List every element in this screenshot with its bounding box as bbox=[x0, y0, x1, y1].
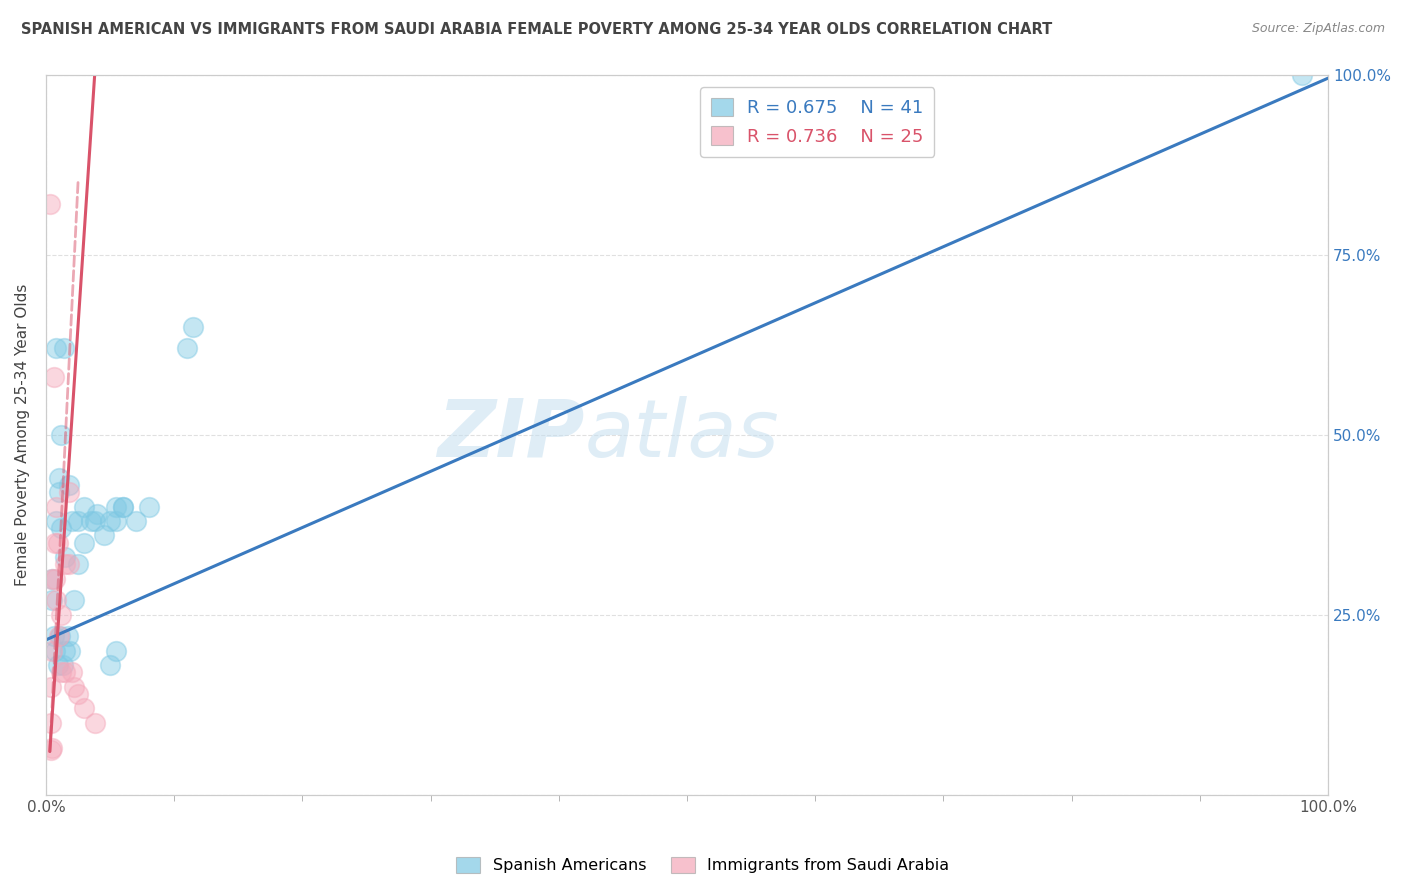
Text: atlas: atlas bbox=[585, 396, 779, 474]
Spanish Americans bbox=[138, 500, 160, 514]
Immigrants from Saudi Arabia bbox=[41, 740, 63, 755]
Spanish Americans bbox=[63, 593, 86, 607]
Immigrants from Saudi Arabia bbox=[45, 500, 67, 514]
Spanish Americans bbox=[105, 643, 128, 657]
Spanish Americans bbox=[98, 658, 121, 673]
Text: ZIP: ZIP bbox=[437, 396, 585, 474]
Spanish Americans bbox=[53, 549, 76, 564]
Immigrants from Saudi Arabia bbox=[51, 607, 73, 622]
Spanish Americans bbox=[93, 528, 115, 542]
Immigrants from Saudi Arabia bbox=[38, 197, 60, 211]
Immigrants from Saudi Arabia bbox=[41, 643, 63, 657]
Spanish Americans bbox=[73, 535, 96, 549]
Immigrants from Saudi Arabia bbox=[39, 680, 62, 694]
Spanish Americans bbox=[66, 558, 89, 572]
Spanish Americans bbox=[48, 471, 70, 485]
Immigrants from Saudi Arabia bbox=[53, 665, 76, 680]
Immigrants from Saudi Arabia bbox=[73, 701, 96, 715]
Legend: Spanish Americans, Immigrants from Saudi Arabia: Spanish Americans, Immigrants from Saudi… bbox=[450, 850, 956, 880]
Immigrants from Saudi Arabia bbox=[45, 593, 67, 607]
Spanish Americans bbox=[46, 658, 69, 673]
Spanish Americans bbox=[51, 427, 73, 442]
Spanish Americans bbox=[41, 572, 63, 586]
Spanish Americans bbox=[60, 514, 83, 528]
Immigrants from Saudi Arabia bbox=[51, 665, 73, 680]
Spanish Americans bbox=[66, 514, 89, 528]
Spanish Americans bbox=[45, 341, 67, 355]
Spanish Americans bbox=[42, 629, 65, 643]
Spanish Americans bbox=[176, 341, 198, 355]
Immigrants from Saudi Arabia bbox=[46, 535, 69, 549]
Spanish Americans bbox=[1291, 68, 1313, 82]
Immigrants from Saudi Arabia bbox=[58, 558, 80, 572]
Spanish Americans bbox=[111, 500, 134, 514]
Spanish Americans bbox=[111, 500, 134, 514]
Spanish Americans bbox=[49, 629, 72, 643]
Spanish Americans bbox=[51, 521, 73, 535]
Y-axis label: Female Poverty Among 25-34 Year Olds: Female Poverty Among 25-34 Year Olds bbox=[15, 284, 30, 586]
Immigrants from Saudi Arabia bbox=[66, 687, 89, 701]
Immigrants from Saudi Arabia bbox=[44, 535, 66, 549]
Immigrants from Saudi Arabia bbox=[53, 558, 76, 572]
Spanish Americans bbox=[183, 319, 205, 334]
Spanish Americans bbox=[105, 514, 128, 528]
Immigrants from Saudi Arabia bbox=[42, 370, 65, 384]
Spanish Americans bbox=[83, 514, 105, 528]
Immigrants from Saudi Arabia bbox=[48, 629, 70, 643]
Spanish Americans bbox=[48, 485, 70, 500]
Spanish Americans bbox=[125, 514, 148, 528]
Immigrants from Saudi Arabia bbox=[63, 680, 86, 694]
Spanish Americans bbox=[45, 514, 67, 528]
Text: Source: ZipAtlas.com: Source: ZipAtlas.com bbox=[1251, 22, 1385, 36]
Spanish Americans bbox=[80, 514, 103, 528]
Immigrants from Saudi Arabia bbox=[83, 715, 105, 730]
Spanish Americans bbox=[53, 643, 76, 657]
Spanish Americans bbox=[44, 643, 66, 657]
Spanish Americans bbox=[73, 500, 96, 514]
Spanish Americans bbox=[56, 629, 79, 643]
Immigrants from Saudi Arabia bbox=[39, 715, 62, 730]
Immigrants from Saudi Arabia bbox=[58, 485, 80, 500]
Spanish Americans bbox=[86, 507, 108, 521]
Immigrants from Saudi Arabia bbox=[39, 743, 62, 757]
Spanish Americans bbox=[41, 593, 63, 607]
Immigrants from Saudi Arabia bbox=[44, 572, 66, 586]
Spanish Americans bbox=[59, 643, 82, 657]
Spanish Americans bbox=[52, 658, 75, 673]
Legend: R = 0.675    N = 41, R = 0.736    N = 25: R = 0.675 N = 41, R = 0.736 N = 25 bbox=[700, 87, 935, 156]
Immigrants from Saudi Arabia bbox=[60, 665, 83, 680]
Spanish Americans bbox=[98, 514, 121, 528]
Spanish Americans bbox=[52, 341, 75, 355]
Spanish Americans bbox=[58, 478, 80, 492]
Spanish Americans bbox=[105, 500, 128, 514]
Immigrants from Saudi Arabia bbox=[41, 572, 63, 586]
Text: SPANISH AMERICAN VS IMMIGRANTS FROM SAUDI ARABIA FEMALE POVERTY AMONG 25-34 YEAR: SPANISH AMERICAN VS IMMIGRANTS FROM SAUD… bbox=[21, 22, 1052, 37]
